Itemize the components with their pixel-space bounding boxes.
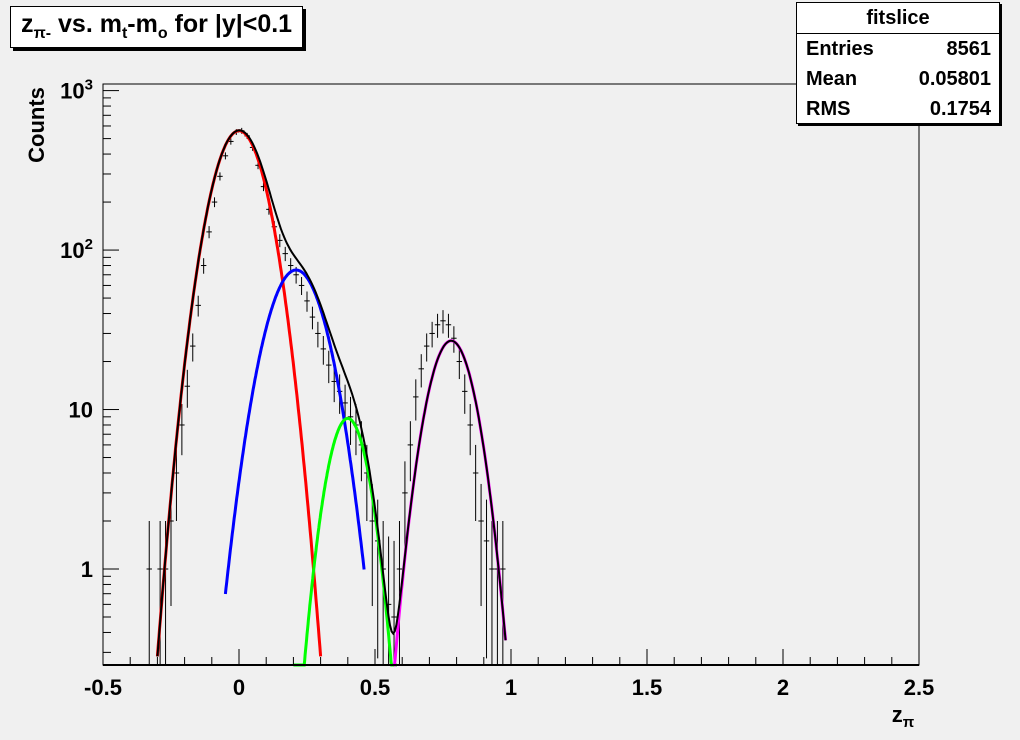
- stats-value: 0.1754: [929, 98, 991, 120]
- histogram-point: [304, 291, 310, 312]
- title-part: z: [21, 10, 34, 38]
- stats-key: Entries: [806, 38, 874, 60]
- histogram-point: [396, 520, 403, 665]
- stats-key: Mean: [806, 68, 858, 90]
- fit-curve-sum: [156, 129, 507, 657]
- x-tick-label: 0.5: [360, 675, 391, 700]
- x-axis-label-subscript: π: [903, 714, 915, 731]
- histogram-point: [211, 197, 218, 208]
- histogram-point: [462, 374, 468, 414]
- x-tick-label: -0.5: [84, 675, 122, 700]
- fit-curve-gaussian: [223, 268, 366, 595]
- y-tick-label: 10: [69, 398, 93, 423]
- y-tick-label-base: 10: [69, 398, 93, 423]
- title-sub: π-: [33, 25, 52, 42]
- histogram-point: [456, 347, 463, 380]
- histogram-point: [407, 421, 414, 482]
- x-tick-label: 1.5: [632, 675, 663, 700]
- y-tick-label-base: 10: [60, 238, 84, 263]
- y-tick-label-base: 1: [81, 557, 93, 582]
- y-tick-label: 103: [60, 77, 93, 104]
- histogram-point: [451, 326, 457, 353]
- title-part-3: -m: [127, 10, 158, 38]
- histogram-point: [190, 333, 196, 362]
- y-tick-label-exponent: 2: [85, 236, 93, 253]
- histogram-point: [434, 313, 441, 338]
- title-sub-2: t: [121, 25, 128, 42]
- histogram-point: [418, 354, 424, 388]
- histogram-point: [489, 520, 495, 665]
- histogram-point: [222, 152, 229, 160]
- histogram-point: [483, 499, 490, 659]
- chart-title: zπ- vs. mt-mo for |y|<0.1: [10, 6, 304, 48]
- stats-value: 8561: [946, 38, 992, 60]
- stats-value: 0.05801: [918, 68, 991, 90]
- chart-marks: [146, 127, 508, 667]
- histogram-point: [184, 369, 191, 408]
- stats-key: RMS: [806, 98, 851, 120]
- histogram-point: [157, 520, 163, 665]
- y-tick-label: 102: [60, 236, 93, 263]
- y-tick-label-base: 10: [60, 79, 84, 104]
- histogram-point: [445, 313, 452, 338]
- histogram-point: [315, 321, 321, 348]
- histogram-point: [309, 306, 316, 330]
- x-axis-label-base: z: [892, 702, 903, 727]
- histogram-point: [472, 444, 479, 521]
- histogram-point: [217, 172, 223, 181]
- histogram-point: [277, 234, 283, 248]
- histogram-point: [413, 379, 419, 421]
- histogram-point: [429, 321, 435, 348]
- y-axis-label: Counts: [24, 87, 49, 163]
- title-part-2: vs. m: [51, 10, 122, 38]
- x-tick-label: 1: [505, 675, 517, 700]
- y-tick-label: 1: [81, 557, 93, 582]
- histogram-point: [478, 483, 484, 607]
- stats-box: fitslice Entries 8561 Mean 0.05801 RMS 0…: [796, 2, 1000, 124]
- histogram-point: [200, 258, 207, 274]
- histogram-point: [467, 404, 473, 456]
- histogram-point: [500, 520, 506, 665]
- y-tick-label-exponent: 3: [85, 77, 93, 94]
- histogram-point: [320, 336, 327, 365]
- histogram-point: [298, 277, 305, 296]
- histogram-point: [282, 246, 288, 262]
- x-axis-label: zπ: [892, 702, 915, 731]
- histogram-point: [179, 404, 185, 456]
- histogram-point: [326, 350, 332, 384]
- stats-row-mean: Mean 0.05801: [797, 64, 999, 94]
- histogram-point: [423, 333, 430, 362]
- stats-box-name: fitslice: [797, 3, 999, 34]
- plot-frame: [102, 83, 920, 666]
- histogram-point: [146, 520, 152, 665]
- x-tick-label: 0: [233, 675, 245, 700]
- x-tick-label: 2: [777, 675, 789, 700]
- histogram-point: [195, 295, 201, 317]
- stats-row-rms: RMS 0.1754: [797, 94, 999, 124]
- title-sub-3: o: [157, 25, 168, 42]
- histogram-point: [206, 226, 212, 239]
- x-tick-label: 2.5: [904, 675, 935, 700]
- histogram-point: [391, 540, 397, 665]
- histogram-point: [402, 461, 408, 553]
- histogram-point: [440, 310, 446, 334]
- stats-row-entries: Entries 8561: [797, 34, 999, 64]
- title-part-4: for |y|<0.1: [167, 10, 293, 38]
